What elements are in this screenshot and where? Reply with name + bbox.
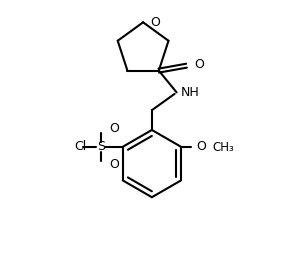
- Text: O: O: [194, 58, 204, 71]
- Text: O: O: [150, 16, 160, 29]
- Text: S: S: [97, 140, 105, 153]
- Text: CH₃: CH₃: [213, 141, 234, 154]
- Text: O: O: [109, 122, 119, 135]
- Text: O: O: [196, 140, 206, 153]
- Text: O: O: [109, 158, 119, 171]
- Text: Cl: Cl: [74, 140, 87, 153]
- Text: NH: NH: [180, 86, 199, 99]
